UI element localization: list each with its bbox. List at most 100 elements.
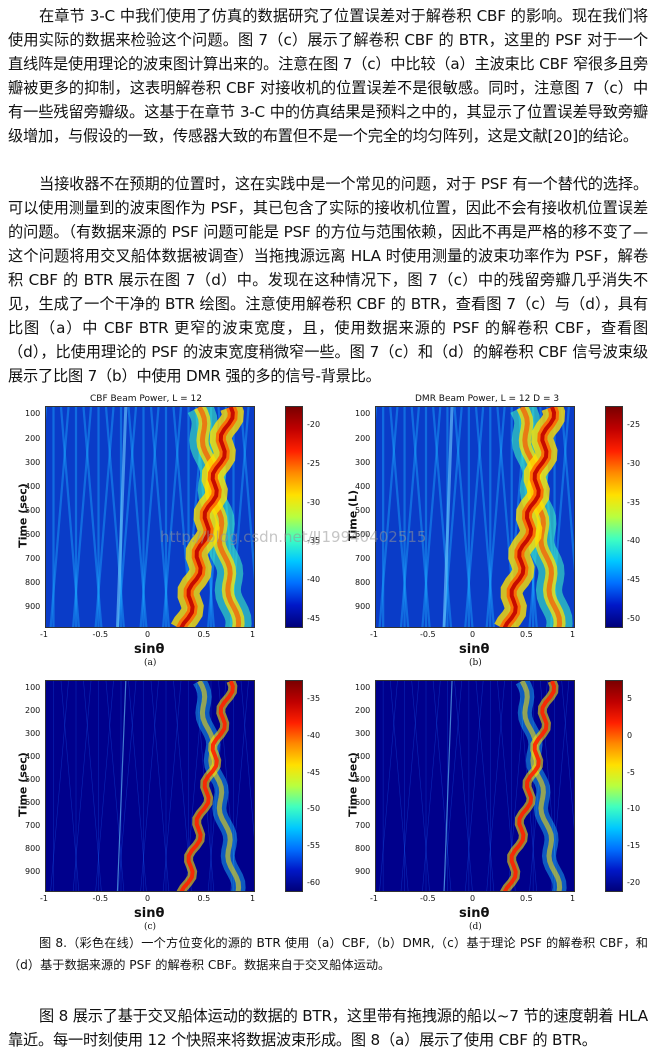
colorbar-tick: -40 (307, 730, 321, 740)
x-tick-label: -1 (370, 894, 378, 903)
y-tick-label: 700 (25, 554, 41, 564)
y-tick-label: 900 (25, 867, 41, 877)
background-streak (475, 681, 495, 891)
background-streak (162, 681, 182, 891)
faint-track (116, 681, 127, 891)
x-tick-label: 0 (470, 894, 476, 903)
background-streak (464, 407, 485, 627)
main-track-core (179, 407, 235, 627)
background-streak (389, 681, 409, 891)
background-streak (162, 407, 183, 627)
background-streak (432, 681, 452, 891)
y-tick-label: 900 (355, 602, 371, 612)
x-tick-label: -0.5 (92, 894, 109, 903)
panel-b: DMR Beam Power, L = 12 D = 3 100 200 300 400… (330, 394, 655, 676)
btr-heatmap (375, 406, 575, 628)
x-tick-label: -0.5 (420, 630, 436, 639)
x-axis-label: sinθ (459, 642, 490, 657)
y-tick-label: 300 (25, 457, 41, 467)
y-tick-label: 700 (355, 554, 371, 564)
panel-a: CBF Beam Power, L = 12 100 200 300 400 500 600… (0, 394, 325, 676)
background-streak (486, 681, 505, 891)
y-tick-label: 900 (25, 602, 41, 612)
y-tick-label: 200 (355, 433, 371, 443)
btr-heatmap (45, 680, 255, 892)
colorbar-tick: -35 (307, 536, 321, 546)
colorbar-tick: 0 (627, 730, 633, 740)
x-tick-label: -1 (370, 630, 378, 639)
y-tick-label: 600 (355, 798, 371, 808)
y-tick-label: 200 (25, 433, 41, 443)
background-streak (454, 681, 473, 891)
secondary-track (519, 407, 563, 627)
background-streak (474, 407, 495, 627)
background-streak (411, 681, 430, 891)
secondary-track (519, 681, 563, 891)
background-streak (443, 681, 463, 891)
background-streak (453, 407, 474, 627)
background-streak (561, 681, 574, 830)
panel-title: CBF Beam Power, L = 12 (90, 394, 203, 404)
colorbar-tick: -20 (307, 420, 321, 429)
y-tick-label: 300 (25, 729, 41, 739)
colorbar-tick: -50 (627, 614, 641, 623)
colorbar (285, 680, 303, 892)
y-tick-label: 600 (355, 530, 371, 540)
background-streak (72, 681, 92, 891)
panel-d: 100 200 300 400 500 600 700 800 900 -1 -0.5 0 0.5 1 Ti… (330, 676, 655, 948)
background-streak (410, 407, 431, 627)
background-streak (95, 681, 114, 891)
panel-sublabel: (d) (469, 922, 482, 932)
background-streak (422, 681, 441, 891)
background-streak (83, 681, 102, 891)
x-tick-label: 1 (250, 630, 256, 639)
faint-track (442, 407, 454, 627)
background-streak (60, 681, 80, 891)
background-streak (50, 681, 69, 891)
background-streak (140, 681, 159, 891)
y-tick-label: 900 (355, 867, 371, 877)
y-tick-label: 800 (355, 578, 371, 588)
colorbar-tick: -25 (627, 420, 641, 429)
y-tick-label: 800 (25, 578, 41, 588)
colorbar-tick: -60 (307, 878, 321, 887)
y-tick-label: 500 (355, 505, 371, 515)
y-tick-label: 100 (25, 683, 41, 693)
y-tick-label: 100 (355, 409, 371, 419)
background-streak (230, 681, 249, 891)
y-tick-label: 600 (25, 798, 41, 808)
main-track-core (502, 407, 557, 627)
x-axis-label: sinθ (134, 906, 165, 921)
colorbar-tick: -40 (307, 575, 321, 585)
main-track (502, 681, 557, 891)
x-tick-label: -0.5 (420, 894, 436, 903)
background-streak (432, 407, 453, 627)
y-tick-label: 100 (25, 409, 41, 419)
x-tick-label: 1 (250, 894, 256, 903)
panel-sublabel: (c) (144, 922, 157, 932)
colorbar-tick: -40 (627, 536, 641, 546)
y-axis-label: Time (sec) (16, 483, 30, 548)
y-axis-label: Time (sec) (16, 752, 30, 817)
y-tick-label: 300 (355, 457, 371, 467)
colorbar-tick: -5 (627, 767, 635, 777)
background-streak (550, 681, 570, 891)
colorbar (605, 680, 623, 892)
paragraph-1: 在章节 3-C 中我们使用了仿真的数据研究了位置误差对于解卷积 CBF 的影响。… (8, 7, 648, 145)
x-tick-label: -0.5 (92, 630, 109, 639)
y-tick-label: 200 (25, 706, 41, 716)
faint-track (443, 681, 453, 891)
y-tick-label: 200 (355, 706, 371, 716)
y-tick-label: 400 (355, 752, 371, 762)
background-streak (389, 407, 410, 627)
colorbar-tick: -50 (307, 804, 321, 814)
secondary-track (197, 681, 242, 891)
x-tick-label: 0 (470, 630, 476, 639)
x-tick-label: 0.5 (520, 894, 533, 903)
y-tick-label: 800 (25, 844, 41, 854)
background-streak (128, 681, 147, 891)
btr-heatmap (375, 680, 575, 892)
colorbar-tick: -55 (307, 841, 321, 851)
background-streak (72, 407, 93, 627)
faint-track (115, 407, 128, 627)
